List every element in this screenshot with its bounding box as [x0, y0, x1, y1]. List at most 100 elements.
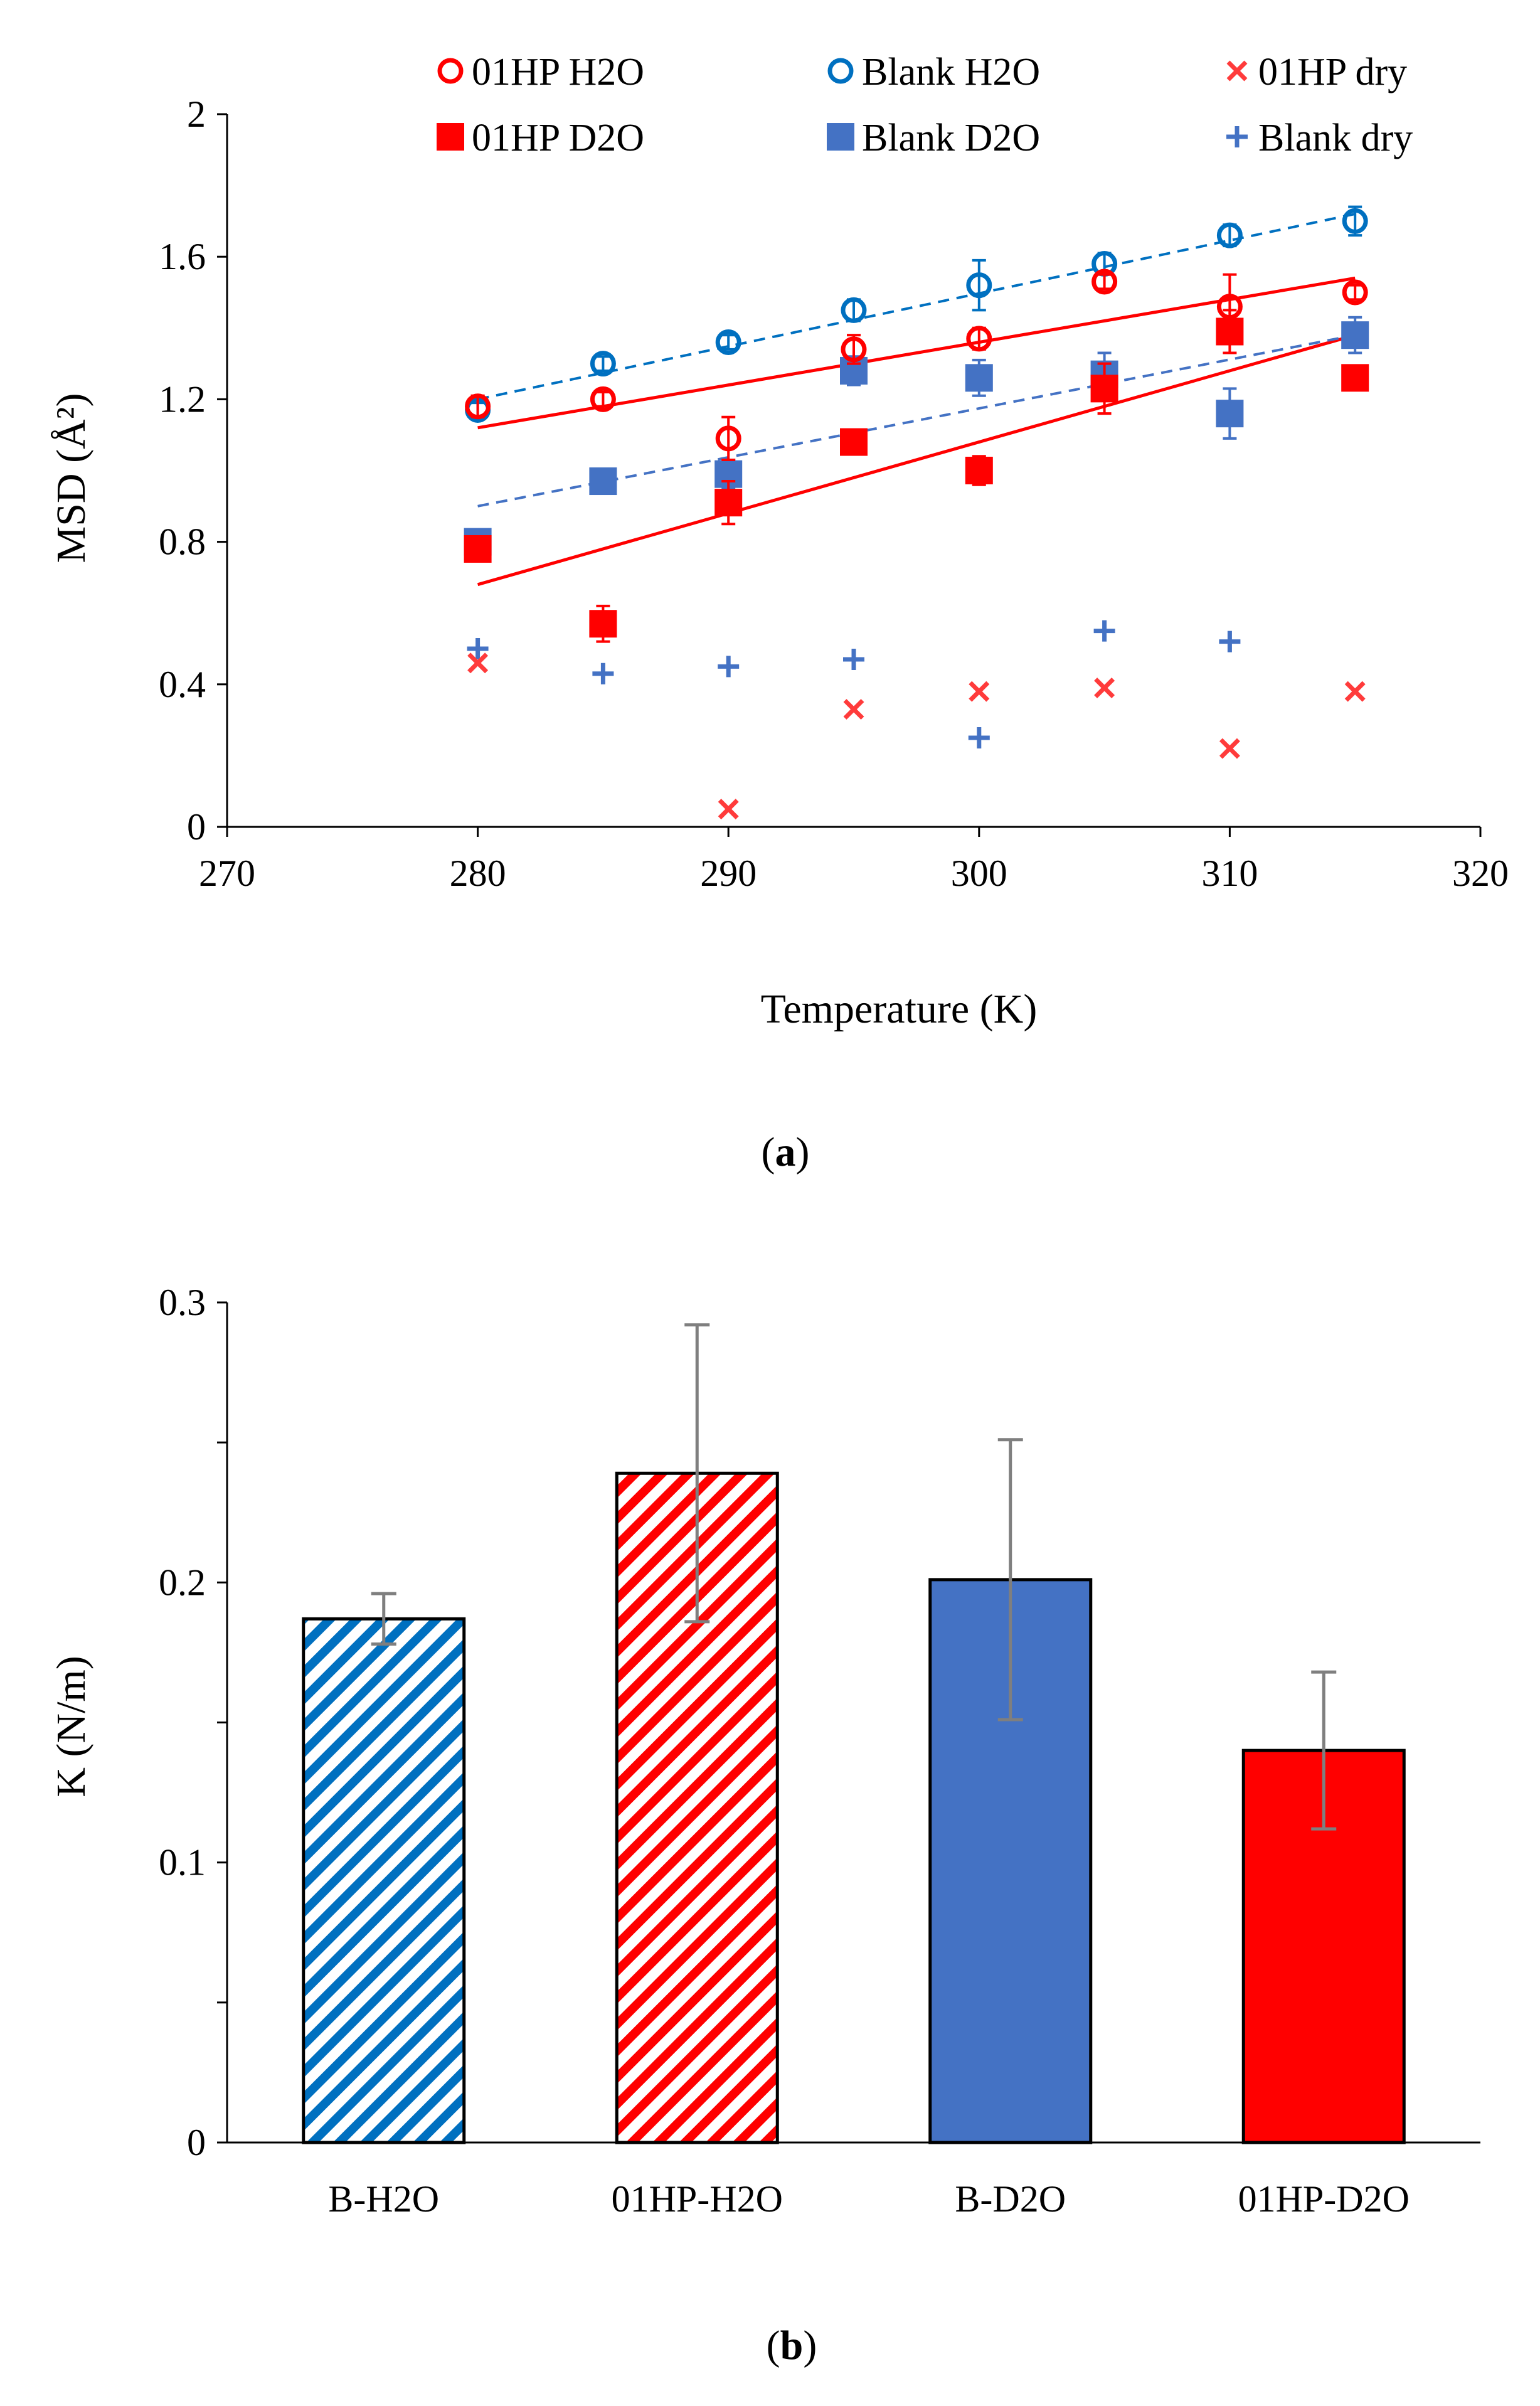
- data-point: [966, 326, 992, 352]
- series-blank-dry: [467, 620, 1241, 748]
- data-point: [715, 329, 741, 356]
- data-point: [1216, 294, 1243, 320]
- x-tick-label: B-H2O: [328, 2178, 439, 2220]
- data-point: [718, 656, 740, 678]
- x-tick-label: 270: [199, 853, 255, 894]
- data-point: [465, 393, 491, 420]
- y-tick-label: 0.2: [159, 1562, 206, 1603]
- legend-marker: [437, 58, 464, 84]
- x-marker-stroke: [1094, 678, 1115, 698]
- legend-label: 01HP dry: [1258, 51, 1407, 93]
- data-point: [965, 364, 993, 392]
- legend-marker: [827, 58, 854, 84]
- legend-marker: [1226, 126, 1248, 147]
- data-point: [966, 272, 992, 299]
- x-tick-label: 280: [450, 853, 506, 894]
- y-tick-label: 2: [187, 93, 206, 135]
- data-point: [1094, 678, 1115, 698]
- x-marker-stroke: [467, 652, 489, 674]
- data-point: [968, 727, 990, 748]
- data-point: [1341, 321, 1369, 349]
- legend-marker: [827, 123, 854, 151]
- data-point: [840, 428, 868, 456]
- data-point: [843, 699, 864, 720]
- x-tick-label: 320: [1452, 853, 1509, 894]
- scatter-chart-msd: 01HP H2O Blank H2O 01HP dry 01HP D2O Blank D…: [48, 51, 1509, 1175]
- data-point: [589, 467, 617, 496]
- panel-letter-b: b: [780, 2323, 804, 2368]
- legend-item: 01HP dry: [1226, 51, 1407, 93]
- data-point: [718, 799, 739, 820]
- x-tick-label: B-D2O: [955, 2178, 1066, 2220]
- panel-letter-a: a: [775, 1129, 796, 1175]
- data-point: [464, 535, 492, 563]
- data-point: [1090, 375, 1118, 403]
- legend-item: 01HP H2O: [437, 51, 644, 93]
- data-point: [590, 351, 616, 377]
- bars: [302, 1471, 1406, 2144]
- y-tick-label: 0.4: [159, 664, 206, 705]
- data-point: [592, 663, 614, 684]
- x-marker-stroke: [1219, 738, 1240, 759]
- x-marker-stroke: [1226, 60, 1248, 82]
- data-point: [969, 681, 990, 702]
- x-axis-label: Temperature (K): [761, 986, 1038, 1032]
- x-marker-stroke: [718, 799, 739, 820]
- bar-chart-k: B-H2O 01HP-H2O B-D2O 01HP-D2O 0 0.1 0.2 0.3 K (…: [48, 1282, 1480, 2368]
- x-marker-stroke: [843, 699, 864, 720]
- legend-label: Blank dry: [1258, 117, 1413, 159]
- data-point: [467, 638, 489, 659]
- x-tick-label: 01HP-H2O: [612, 2178, 783, 2220]
- data-point: [590, 386, 616, 412]
- data-point: [589, 610, 617, 638]
- x-tick-label: 01HP-D2O: [1238, 2178, 1410, 2220]
- trend-line: [477, 276, 1356, 430]
- legend-item: Blank H2O: [827, 51, 1040, 93]
- axes: B-H2O 01HP-H2O B-D2O 01HP-D2O 0 0.1 0.2 0.3: [159, 1282, 1480, 2220]
- y-tick-label: 0.8: [159, 521, 206, 563]
- legend-label: 01HP D2O: [472, 117, 644, 159]
- data-point: [1341, 364, 1369, 392]
- data-point: [1342, 208, 1368, 234]
- series-01hp-h2o: [465, 269, 1368, 461]
- series-01hp-d2o: [464, 309, 1369, 643]
- data-point: [1344, 681, 1366, 702]
- data-point: [714, 489, 743, 517]
- x-tick-label: 290: [700, 853, 757, 894]
- y-tick-label: 0.1: [159, 1842, 206, 1883]
- legend-label: Blank D2O: [862, 117, 1040, 159]
- y-tick-label: 1.2: [159, 378, 206, 420]
- trend-line: [477, 334, 1356, 508]
- x-marker-stroke: [1344, 681, 1366, 702]
- data-point: [843, 649, 864, 671]
- data-point: [965, 457, 993, 484]
- legend-item: 01HP D2O: [437, 117, 644, 159]
- axes: 0 0.4 0.8 1.2 1.6 2 270 280 290 300 310 320: [159, 93, 1509, 894]
- data-point: [1219, 738, 1240, 759]
- legend: 01HP H2O Blank H2O 01HP dry 01HP D2O Blank D…: [437, 51, 1413, 159]
- y-tick-label: 1.6: [159, 236, 206, 277]
- y-axis-label: MSD (Å²): [48, 393, 94, 563]
- y-tick-label: 0: [187, 2122, 206, 2163]
- trend-line: [477, 333, 1356, 587]
- legend-label: Blank H2O: [862, 51, 1040, 93]
- y-tick-label: 0: [187, 806, 206, 848]
- x-tick-label: 310: [1201, 853, 1258, 894]
- data-point: [715, 425, 741, 452]
- legend-marker: [437, 123, 464, 151]
- bar-b-h2o: [302, 1617, 466, 2144]
- data-point: [467, 652, 489, 674]
- x-marker-stroke: [969, 681, 990, 702]
- data-point: [841, 297, 867, 323]
- data-point: [1342, 279, 1368, 306]
- data-point: [1216, 400, 1244, 428]
- data-point: [1216, 222, 1243, 248]
- error-bars: [371, 1323, 1337, 1831]
- data-point: [1091, 269, 1118, 295]
- series-01hp-dry: [467, 652, 1366, 820]
- y-tick-label: 0.3: [159, 1282, 206, 1323]
- legend-label: 01HP H2O: [472, 51, 644, 93]
- data-point: [1093, 620, 1115, 642]
- legend-marker: [1226, 60, 1248, 82]
